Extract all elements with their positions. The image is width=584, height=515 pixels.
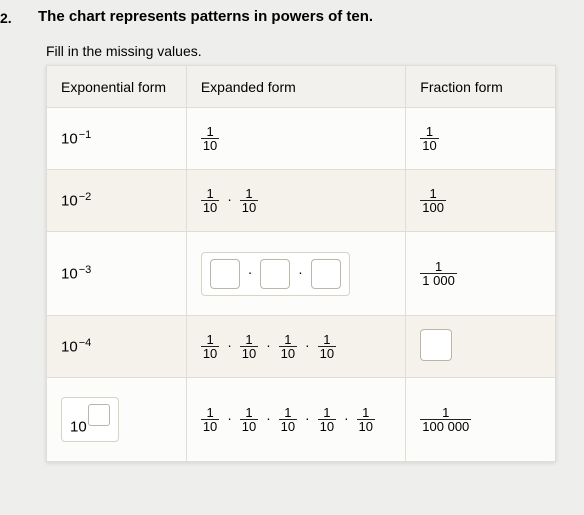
header-exponential: Exponential form [47, 66, 187, 108]
table-row: 10−1 1 10 1 10 [47, 108, 556, 170]
fraction-cell: 1 10 [420, 125, 438, 152]
question-number: 2. [0, 10, 12, 26]
fraction-cell: 1 100 [420, 187, 446, 214]
blank-exponent-input[interactable] [88, 404, 110, 426]
exponential-cell: 10−1 [61, 129, 91, 148]
question-title: The chart represents patterns in powers … [38, 8, 584, 25]
expanded-cell: 110 · 110 · 110 · 110 [186, 316, 405, 378]
table-row: 10−2 110 · 110 1 100 [47, 170, 556, 232]
fraction-cell-blank [406, 316, 556, 378]
header-expanded: Expanded form [186, 66, 405, 108]
exponential-cell: 10−2 [61, 191, 91, 210]
table-row: 10−3 · · 1 1 000 [47, 232, 556, 316]
fraction-cell: 1 1 000 [420, 260, 457, 287]
instruction-text: Fill in the missing values. [46, 43, 584, 59]
fraction-cell: 1 100 000 [420, 406, 471, 433]
exponential-cell: 10−4 [61, 337, 91, 356]
table-row: 10−4 110 · 110 · 110 · 110 [47, 316, 556, 378]
blank-input[interactable] [420, 329, 452, 361]
expanded-cell: 1 10 [201, 125, 219, 152]
table-row: 10 110 · 110 · 110 · 110 · 110 1 100 000 [47, 378, 556, 462]
expanded-cell: 110 · 110 · 110 · 110 · 110 [186, 378, 405, 462]
expanded-cell: 110 · 110 [186, 170, 405, 232]
expanded-cell-blank: · · [186, 232, 405, 316]
powers-of-ten-table: Exponential form Expanded form Fraction … [46, 65, 556, 462]
exponential-cell-blank: 10 [47, 378, 187, 462]
blank-input[interactable] [210, 259, 240, 289]
blank-input[interactable] [260, 259, 290, 289]
blank-input[interactable] [311, 259, 341, 289]
exponential-cell: 10−3 [61, 264, 91, 283]
header-fraction: Fraction form [406, 66, 556, 108]
